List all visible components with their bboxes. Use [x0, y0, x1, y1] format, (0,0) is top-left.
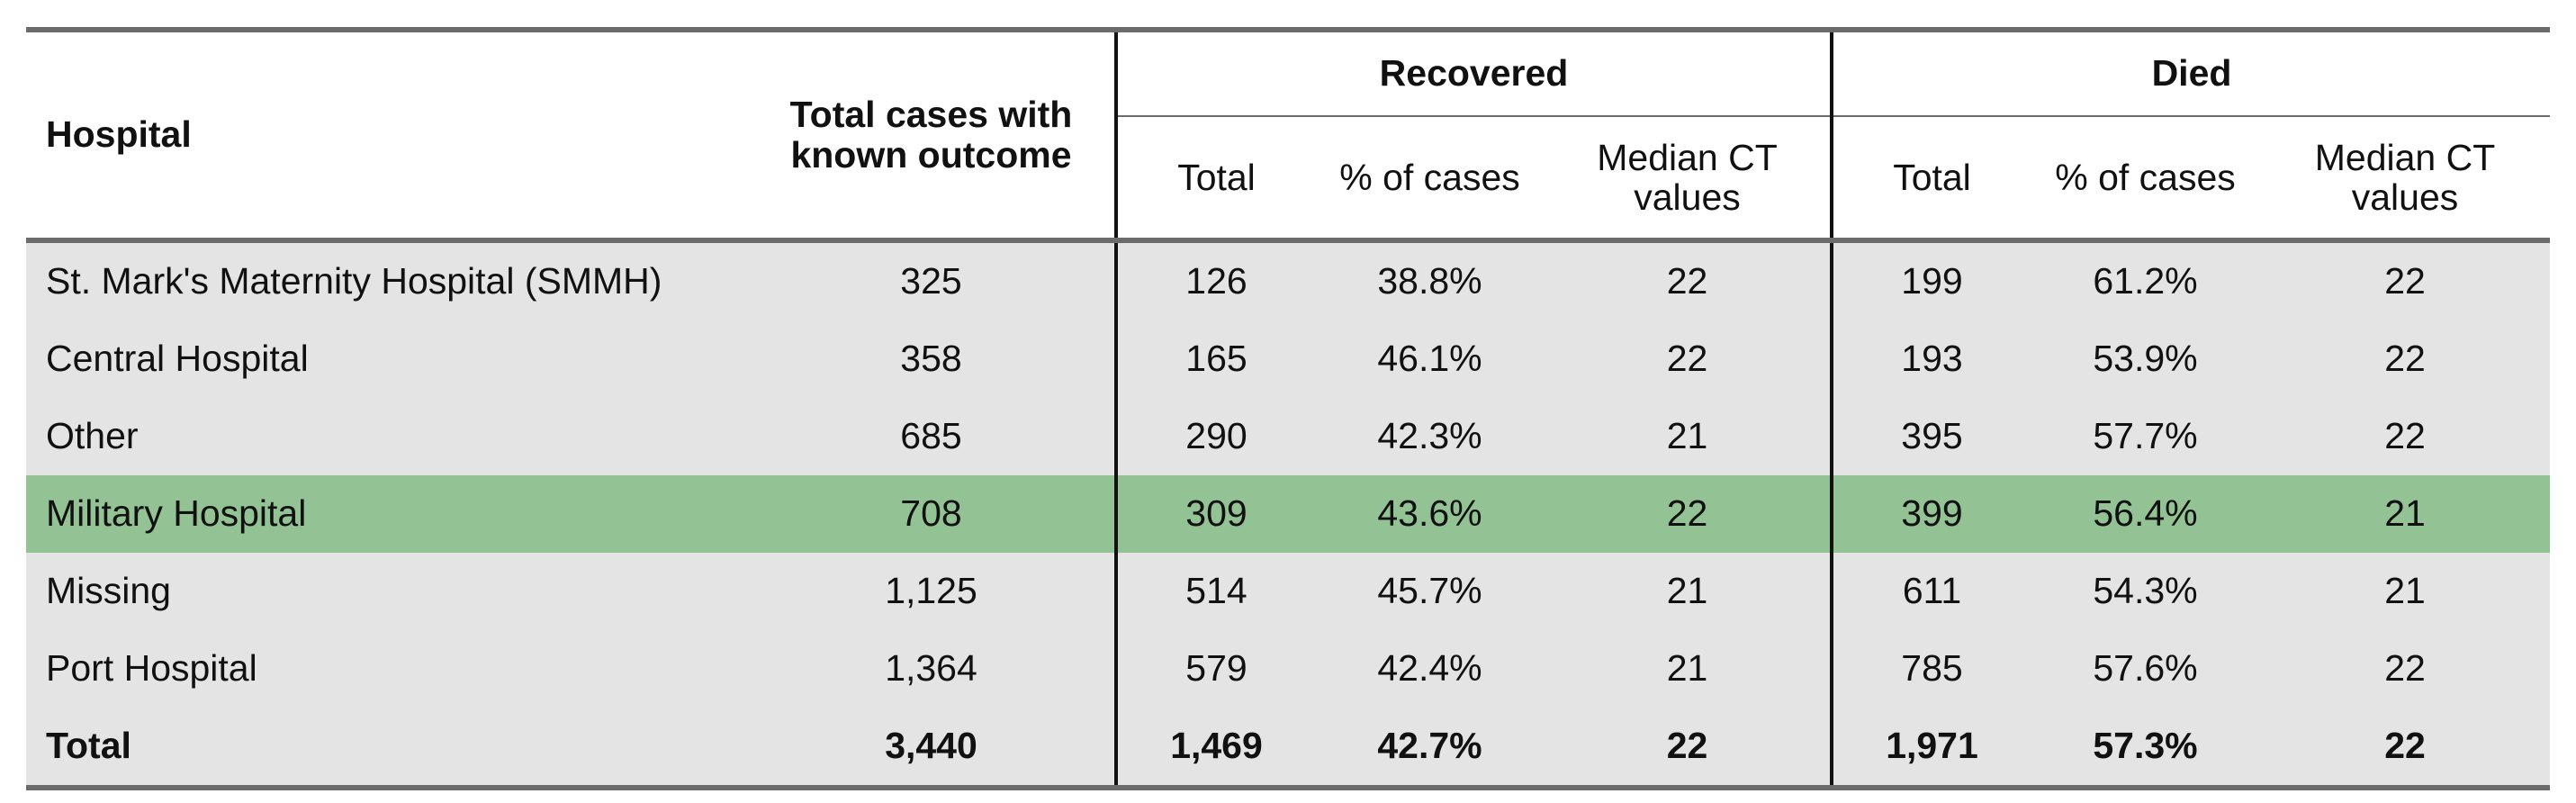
cell-died-pct: 54.3%	[2031, 553, 2260, 630]
cell-recovered-total: 309	[1114, 475, 1315, 553]
cell-died-median: 22	[2260, 240, 2550, 320]
cell-recovered-total: 514	[1114, 553, 1315, 630]
cell-recovered-median: 22	[1545, 320, 1832, 398]
cell-total: 708	[748, 475, 1116, 553]
cell-died-total: 193	[1830, 320, 2031, 398]
table-row: Other 685 290 42.3% 21 395 57.7% 22	[26, 398, 2550, 475]
table-row-total: Total 3,440 1,469 42.7% 22 1,971 57.3% 2…	[26, 708, 2550, 790]
cell-died-total: 199	[1830, 240, 2031, 320]
header-died-total: Total	[1830, 116, 2031, 243]
cell-recovered-median: 21	[1545, 553, 1832, 630]
cell-total: 325	[748, 240, 1116, 320]
cell-recovered-total: 165	[1114, 320, 1315, 398]
cell-died-median: 22	[2260, 630, 2550, 708]
table-row: Port Hospital 1,364 579 42.4% 21 785 57.…	[26, 630, 2550, 708]
cell-died-pct: 57.6%	[2031, 630, 2260, 708]
cell-recovered-pct: 42.3%	[1315, 398, 1545, 475]
cell-hospital: Port Hospital	[26, 630, 748, 708]
cell-died-total: 395	[1830, 398, 2031, 475]
cell-total: 685	[748, 398, 1116, 475]
cell-recovered-total: 579	[1114, 630, 1315, 708]
outcome-table: Hospital Total cases with known outcome …	[26, 27, 2550, 790]
cell-total: 3,440	[748, 708, 1116, 790]
cell-recovered-pct: 45.7%	[1315, 553, 1545, 630]
header-recovered: Recovered	[1114, 27, 1832, 117]
table-row: Central Hospital 358 165 46.1% 22 193 53…	[26, 320, 2550, 398]
header-recovered-total: Total	[1114, 116, 1315, 243]
cell-died-median: 22	[2260, 708, 2550, 790]
cell-recovered-pct: 42.7%	[1315, 708, 1545, 790]
cell-recovered-median: 21	[1545, 398, 1832, 475]
cell-recovered-pct: 42.4%	[1315, 630, 1545, 708]
cell-hospital: Central Hospital	[26, 320, 748, 398]
cell-died-pct: 56.4%	[2031, 475, 2260, 553]
header-died-pct: % of cases	[2031, 116, 2260, 243]
cell-died-pct: 57.3%	[2031, 708, 2260, 790]
cell-died-total: 611	[1830, 553, 2031, 630]
cell-total: 1,364	[748, 630, 1116, 708]
cell-recovered-median: 22	[1545, 240, 1832, 320]
cell-hospital: Missing	[26, 553, 748, 630]
cell-died-median: 22	[2260, 398, 2550, 475]
header-recovered-median: Median CT values	[1545, 116, 1832, 243]
cell-died-pct: 61.2%	[2031, 240, 2260, 320]
cell-died-median: 21	[2260, 553, 2550, 630]
outcome-table-container: Hospital Total cases with known outcome …	[26, 27, 2550, 790]
cell-died-median: 21	[2260, 475, 2550, 553]
header-died-median: Median CT values	[2260, 116, 2550, 243]
cell-recovered-median: 22	[1545, 475, 1832, 553]
cell-died-pct: 53.9%	[2031, 320, 2260, 398]
cell-hospital: St. Mark's Maternity Hospital (SMMH)	[26, 240, 748, 320]
cell-died-median: 22	[2260, 320, 2550, 398]
table-row: St. Mark's Maternity Hospital (SMMH) 325…	[26, 240, 2550, 320]
cell-recovered-median: 21	[1545, 630, 1832, 708]
cell-recovered-total: 1,469	[1114, 708, 1315, 790]
table-header: Hospital Total cases with known outcome …	[26, 27, 2550, 243]
header-total-cases: Total cases with known outcome	[748, 27, 1116, 243]
cell-hospital: Total	[26, 708, 748, 790]
cell-died-total: 785	[1830, 630, 2031, 708]
table-row-highlighted: Military Hospital 708 309 43.6% 22 399 5…	[26, 475, 2550, 553]
cell-recovered-pct: 38.8%	[1315, 240, 1545, 320]
cell-recovered-total: 290	[1114, 398, 1315, 475]
cell-died-pct: 57.7%	[2031, 398, 2260, 475]
header-hospital: Hospital	[26, 27, 748, 243]
cell-total: 358	[748, 320, 1116, 398]
cell-recovered-total: 126	[1114, 240, 1315, 320]
cell-recovered-pct: 46.1%	[1315, 320, 1545, 398]
table-row: Missing 1,125 514 45.7% 21 611 54.3% 21	[26, 553, 2550, 630]
header-recovered-pct: % of cases	[1315, 116, 1545, 243]
cell-recovered-median: 22	[1545, 708, 1832, 790]
table-body: St. Mark's Maternity Hospital (SMMH) 325…	[26, 240, 2550, 790]
cell-recovered-pct: 43.6%	[1315, 475, 1545, 553]
cell-hospital: Other	[26, 398, 748, 475]
cell-total: 1,125	[748, 553, 1116, 630]
cell-hospital: Military Hospital	[26, 475, 748, 553]
cell-died-total: 1,971	[1830, 708, 2031, 790]
header-died: Died	[1830, 27, 2550, 117]
cell-died-total: 399	[1830, 475, 2031, 553]
